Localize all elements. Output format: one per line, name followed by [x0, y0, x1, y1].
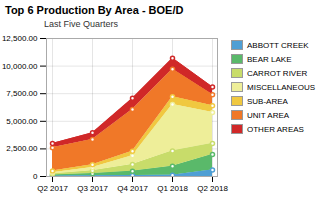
html-text:Last Five Quarters: Last Five Quarters — [44, 19, 118, 29]
html-text:BEAR LAKE: BEAR LAKE — [247, 54, 292, 64]
svg-text:2,500.00: 2,500.00 — [6, 144, 38, 153]
svg-text:Q4 2017: Q4 2017 — [117, 184, 148, 193]
html-text:SUB-AREA: SUB-AREA — [247, 96, 288, 106]
svg-text:10,000.00: 10,000.00 — [2, 62, 38, 71]
svg-text:12,500.00: 12,500.00 — [2, 34, 38, 43]
html-text:MISCELLANEOUS: MISCELLANEOUS — [247, 82, 315, 92]
svg-text:Q2 2017: Q2 2017 — [37, 184, 68, 193]
svg-text:5,000.00: 5,000.00 — [6, 117, 38, 126]
svg-text:Q3 2017: Q3 2017 — [77, 184, 108, 193]
svg-text:Q2 2018: Q2 2018 — [197, 184, 228, 193]
html-text:CARROT RIVER: CARROT RIVER — [247, 68, 308, 78]
html-text:UNIT AREA: UNIT AREA — [247, 110, 290, 120]
html-text:Top 6 Production By Area - BOE: Top 6 Production By Area - BOE/D — [5, 4, 184, 16]
html-text:ABBOTT CREEK: ABBOTT CREEK — [247, 40, 309, 50]
svg-text:Q1 2018: Q1 2018 — [157, 184, 188, 193]
svg-text:7,500.00: 7,500.00 — [6, 89, 38, 98]
svg-text:0: 0 — [33, 172, 38, 181]
html-text:OTHER AREAS: OTHER AREAS — [247, 124, 304, 134]
